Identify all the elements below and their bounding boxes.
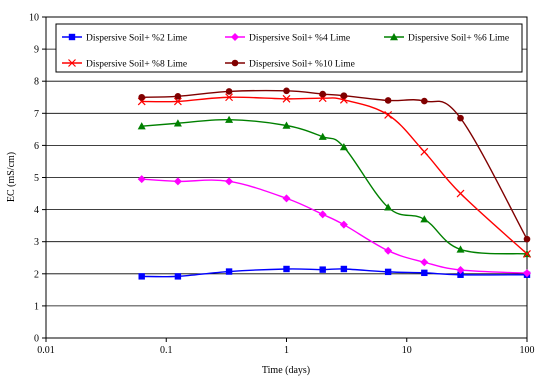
y-tick-label: 8 xyxy=(34,77,39,88)
series-line xyxy=(141,89,528,240)
data-point xyxy=(384,203,393,211)
data-point xyxy=(225,93,233,102)
data-point xyxy=(137,175,146,184)
series-group xyxy=(137,87,531,280)
data-point xyxy=(225,88,233,95)
y-axis-ticks: 0 1 2 3 4 5 6 7 8 9 10 xyxy=(29,13,46,345)
legend-label: Dispersive Soil+ %4 Lime xyxy=(249,33,350,43)
data-point xyxy=(283,87,290,95)
data-point xyxy=(457,271,464,278)
x-tick-label: 100 xyxy=(520,345,535,356)
legend-swatch-marker xyxy=(231,33,239,41)
data-point xyxy=(523,269,531,278)
data-point xyxy=(225,268,233,275)
data-point xyxy=(420,215,429,223)
data-point xyxy=(225,115,234,123)
data-point xyxy=(420,147,429,156)
data-point xyxy=(173,119,182,127)
data-point xyxy=(384,97,392,104)
x-axis-label: Time (days) xyxy=(262,365,310,376)
data-point xyxy=(174,273,182,280)
legend-swatch-marker xyxy=(68,33,76,41)
data-point xyxy=(339,143,348,151)
data-point xyxy=(282,121,291,129)
data-point xyxy=(282,194,291,203)
data-point xyxy=(138,93,146,101)
y-tick-label: 3 xyxy=(34,237,39,248)
data-point xyxy=(384,246,393,255)
x-axis-ticks: 0.01 0.1 1 10 100 xyxy=(37,338,535,356)
y-tick-label: 10 xyxy=(29,13,39,24)
data-point xyxy=(173,97,182,106)
y-tick-label: 9 xyxy=(34,45,39,56)
x-tick-label: 0.1 xyxy=(160,345,173,356)
data-point xyxy=(523,235,531,243)
y-tick-label: 1 xyxy=(34,301,39,312)
y-tick-label: 0 xyxy=(34,334,39,345)
series-line xyxy=(141,178,528,274)
data-point xyxy=(421,97,428,105)
data-point xyxy=(319,266,326,273)
data-point xyxy=(421,269,428,277)
legend-swatch-marker xyxy=(390,33,398,41)
data-point xyxy=(173,177,182,186)
data-point xyxy=(523,249,531,258)
legend-label: Dispersive Soil+ %8 Lime xyxy=(86,59,187,69)
y-tick-label: 5 xyxy=(34,173,39,184)
data-point xyxy=(137,122,146,130)
x-tick-label: 1 xyxy=(284,345,289,356)
legend-box xyxy=(55,23,523,73)
y-axis-label: EC (mS/cm) xyxy=(6,152,17,202)
x-tick-label: 10 xyxy=(402,345,412,356)
data-point xyxy=(384,268,392,276)
data-point xyxy=(318,210,327,219)
legend-label: Dispersive Soil+ %10 Lime xyxy=(249,59,355,69)
series-line xyxy=(141,268,528,278)
data-point xyxy=(456,245,465,253)
y-tick-label: 4 xyxy=(34,205,39,216)
x-tick-label: 0.01 xyxy=(37,345,55,356)
y-tick-label: 6 xyxy=(34,141,39,152)
legend-label: Dispersive Soil+ %6 Lime xyxy=(408,33,509,43)
data-point xyxy=(457,114,464,122)
data-point xyxy=(174,92,182,100)
data-point xyxy=(282,94,291,103)
data-point xyxy=(319,90,326,98)
y-tick-label: 7 xyxy=(34,109,39,120)
legend-swatch-marker xyxy=(231,59,239,67)
data-point xyxy=(138,273,145,280)
y-tick-label: 2 xyxy=(34,269,39,280)
data-point xyxy=(420,258,429,267)
series-line xyxy=(141,119,528,255)
legend: Dispersive Soil+ %2 Lime Dispersive Soil+… xyxy=(55,23,523,73)
data-point xyxy=(225,177,234,186)
data-point xyxy=(318,132,327,140)
legend-swatch-marker xyxy=(68,59,76,67)
data-point xyxy=(384,110,393,119)
data-point xyxy=(456,265,465,274)
data-point xyxy=(339,220,348,229)
data-point xyxy=(283,265,290,273)
data-point xyxy=(456,189,465,198)
data-point xyxy=(340,92,348,99)
data-point xyxy=(340,265,348,273)
series-line xyxy=(141,96,528,255)
legend-label: Dispersive Soil+ %2 Lime xyxy=(86,33,187,43)
